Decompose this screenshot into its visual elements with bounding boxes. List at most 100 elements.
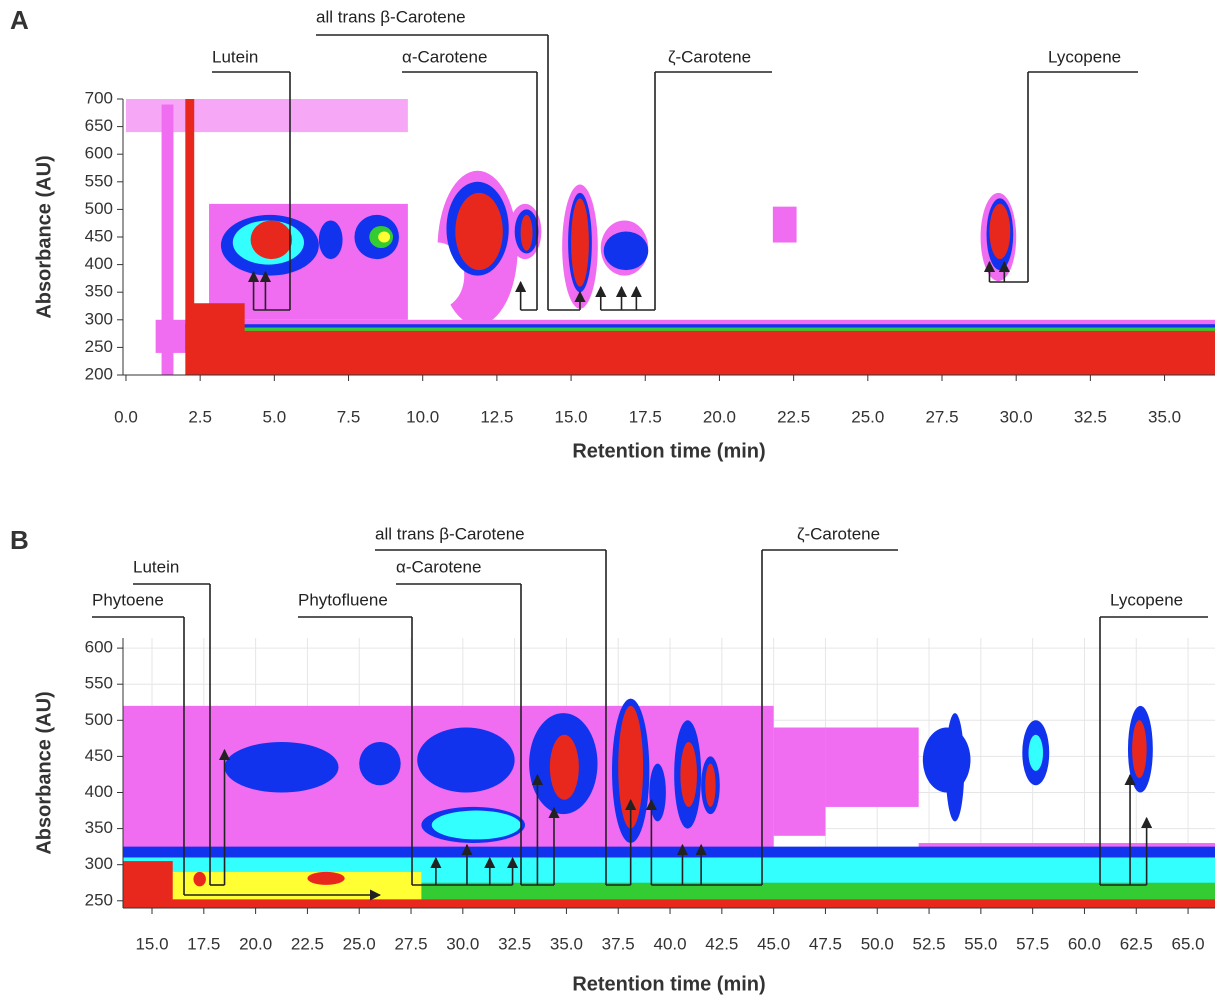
annotation-label: Lutein: [133, 557, 179, 576]
regions: [123, 699, 1215, 908]
x-tick-label: 10.0: [406, 407, 439, 426]
contour-band: [825, 728, 918, 807]
y-tick-label: 400: [85, 254, 113, 273]
x-tick-label: 35.0: [550, 934, 583, 953]
y-tick-label: 650: [85, 116, 113, 135]
contour-blob: [307, 872, 344, 885]
x-axis-label: Retention time (min): [572, 973, 765, 995]
annotation-label: Lycopene: [1048, 47, 1121, 66]
x-tick-label: 12.5: [480, 407, 513, 426]
x-tick-label: 17.5: [187, 934, 220, 953]
x-tick-label: 40.0: [653, 934, 686, 953]
contour-blob: [455, 193, 502, 270]
x-tick-label: 50.0: [861, 934, 894, 953]
x-tick-label: 65.0: [1172, 934, 1205, 953]
contour-band: [191, 303, 244, 375]
x-tick-label: 60.0: [1068, 934, 1101, 953]
y-tick-label: 250: [85, 337, 113, 356]
annotation-label: Phytofluene: [298, 590, 388, 609]
y-tick-label: 600: [85, 638, 113, 657]
annotation-label: all trans β-Carotene: [316, 7, 466, 26]
contour-blob: [1029, 735, 1044, 771]
x-tick-label: 2.5: [188, 407, 212, 426]
contour-band: [774, 728, 826, 836]
annotation-label: Lutein: [212, 47, 258, 66]
x-tick-label: 20.0: [703, 407, 736, 426]
x-tick-label: 22.5: [777, 407, 810, 426]
x-tick-label: 30.0: [446, 934, 479, 953]
x-axis-label: Retention time (min): [572, 440, 765, 462]
x-tick-label: 55.0: [964, 934, 997, 953]
x-tick-label: 15.0: [135, 934, 168, 953]
x-tick-label: 57.5: [1016, 934, 1049, 953]
contour-blob: [225, 742, 339, 793]
contour-blob: [680, 742, 697, 807]
y-axis-label: Absorbance (AU): [33, 691, 55, 854]
y-tick-label: 250: [85, 890, 113, 909]
annotation-label: Lycopene: [1110, 590, 1183, 609]
x-tick-label: 27.5: [394, 934, 427, 953]
contour-blob: [1132, 720, 1147, 778]
contour-band: [773, 207, 797, 243]
contour-blob: [251, 220, 293, 259]
y-tick-label: 300: [85, 309, 113, 328]
contour-blob: [705, 764, 715, 807]
y-tick-label: 400: [85, 782, 113, 801]
x-tick-label: 32.5: [1074, 407, 1107, 426]
x-tick-label: 32.5: [498, 934, 531, 953]
x-tick-label: 5.0: [263, 407, 287, 426]
contour-band: [191, 331, 1215, 375]
y-tick-label: 500: [85, 199, 113, 218]
annotation-label: ζ-Carotene: [668, 47, 751, 66]
x-tick-label: 7.5: [337, 407, 361, 426]
contour-blob: [417, 728, 514, 793]
y-tick-label: 450: [85, 746, 113, 765]
x-tick-label: 37.5: [602, 934, 635, 953]
contour-blob: [359, 742, 400, 785]
contour-blob: [378, 231, 390, 242]
y-tick-label: 700: [85, 88, 113, 107]
contour-blob: [432, 811, 521, 840]
annotation-label: all trans β-Carotene: [375, 524, 525, 543]
contour-blob: [193, 872, 205, 886]
x-tick-label: 25.0: [851, 407, 884, 426]
x-tick-label: 62.5: [1120, 934, 1153, 953]
contour-band: [185, 99, 194, 375]
y-tick-label: 350: [85, 818, 113, 837]
y-tick-label: 450: [85, 226, 113, 245]
x-tick-label: 47.5: [809, 934, 842, 953]
annotation-label: ζ-Carotene: [797, 524, 880, 543]
contour-band: [123, 899, 1215, 908]
contour-blob: [604, 231, 649, 270]
x-tick-label: 22.5: [291, 934, 324, 953]
x-tick-label: 17.5: [629, 407, 662, 426]
y-tick-label: 200: [85, 364, 113, 383]
x-tick-label: 27.5: [925, 407, 958, 426]
x-tick-label: 52.5: [913, 934, 946, 953]
y-tick-label: 300: [85, 854, 113, 873]
annotation-label: Phytoene: [92, 590, 164, 609]
figure: A0.02.55.07.510.012.515.017.520.022.525.…: [0, 0, 1217, 1001]
x-tick-label: 35.0: [1148, 407, 1181, 426]
annotation-label: α-Carotene: [402, 47, 487, 66]
contour-blob: [521, 215, 533, 251]
x-tick-label: 0.0: [114, 407, 138, 426]
contour-blob: [319, 220, 343, 259]
y-tick-label: 600: [85, 144, 113, 163]
x-tick-label: 30.0: [1000, 407, 1033, 426]
contour-blob: [571, 198, 589, 286]
y-tick-label: 550: [85, 171, 113, 190]
contour-blob: [550, 735, 579, 800]
annotation-label: α-Carotene: [396, 557, 481, 576]
panel-label: B: [10, 525, 29, 555]
contour-blob: [989, 204, 1010, 259]
y-tick-label: 500: [85, 710, 113, 729]
x-tick-label: 45.0: [757, 934, 790, 953]
x-tick-label: 20.0: [239, 934, 272, 953]
contour-band: [123, 861, 173, 908]
y-axis-label: Absorbance (AU): [33, 155, 55, 318]
y-tick-label: 550: [85, 674, 113, 693]
x-tick-label: 25.0: [343, 934, 376, 953]
x-tick-label: 42.5: [705, 934, 738, 953]
x-tick-label: 15.0: [555, 407, 588, 426]
